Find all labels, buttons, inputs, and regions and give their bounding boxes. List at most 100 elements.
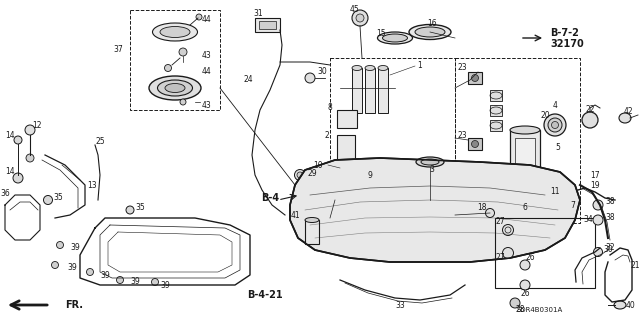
Text: 30: 30 (317, 68, 327, 77)
Bar (365, 68, 375, 113)
Text: 35: 35 (53, 194, 63, 203)
Circle shape (472, 140, 479, 147)
Text: 30: 30 (603, 246, 613, 255)
Text: 10: 10 (313, 160, 323, 169)
Text: 23: 23 (457, 63, 467, 72)
Text: 26: 26 (520, 288, 530, 298)
Text: 11: 11 (550, 188, 560, 197)
Text: 32170: 32170 (550, 39, 584, 49)
Ellipse shape (378, 65, 388, 70)
Circle shape (180, 99, 186, 105)
Text: 25: 25 (95, 137, 105, 146)
Circle shape (520, 260, 530, 270)
Text: 16: 16 (427, 19, 437, 28)
Text: 43: 43 (202, 100, 212, 109)
Ellipse shape (416, 157, 444, 167)
Text: B-7-2: B-7-2 (550, 28, 579, 38)
Text: 39: 39 (100, 271, 110, 279)
Circle shape (508, 203, 518, 213)
Circle shape (510, 298, 520, 308)
Bar (455, 58, 580, 223)
Text: 42: 42 (623, 108, 633, 116)
Circle shape (26, 154, 34, 162)
Text: 6: 6 (523, 204, 527, 212)
Ellipse shape (614, 301, 626, 309)
Text: 4: 4 (552, 100, 557, 109)
Text: 22: 22 (585, 106, 595, 115)
Circle shape (538, 190, 548, 200)
Bar (378, 68, 388, 113)
Text: 14: 14 (5, 167, 15, 176)
Ellipse shape (378, 32, 413, 44)
Ellipse shape (619, 113, 631, 123)
Bar (337, 110, 357, 128)
Bar (305, 220, 319, 244)
Ellipse shape (352, 65, 362, 70)
Text: 36: 36 (0, 189, 10, 197)
Text: 13: 13 (87, 181, 97, 189)
Ellipse shape (582, 112, 598, 128)
Circle shape (14, 136, 22, 144)
Circle shape (196, 14, 202, 20)
Text: 17: 17 (590, 170, 600, 180)
Bar (330, 58, 455, 223)
Circle shape (126, 206, 134, 214)
Text: 38: 38 (605, 197, 615, 206)
Ellipse shape (409, 25, 451, 40)
Bar (345, 168, 367, 203)
Text: 37: 37 (113, 46, 123, 55)
Ellipse shape (548, 118, 562, 132)
Text: 12: 12 (32, 121, 42, 130)
Text: 15: 15 (376, 28, 386, 38)
Ellipse shape (305, 218, 319, 222)
Text: SDR4B0301A: SDR4B0301A (517, 307, 563, 313)
Ellipse shape (157, 80, 193, 96)
Circle shape (472, 75, 479, 81)
Bar (352, 68, 362, 113)
Ellipse shape (152, 23, 198, 41)
Circle shape (356, 14, 364, 22)
Ellipse shape (383, 34, 408, 42)
Text: 39: 39 (160, 280, 170, 290)
Bar (490, 90, 502, 101)
Bar (495, 218, 595, 288)
Text: 38: 38 (605, 213, 615, 222)
Ellipse shape (160, 26, 190, 38)
Bar (510, 130, 540, 185)
Text: 27: 27 (495, 218, 505, 226)
Text: 28: 28 (515, 306, 525, 315)
Text: 5: 5 (556, 144, 561, 152)
Circle shape (593, 248, 602, 256)
Text: 41: 41 (290, 211, 300, 219)
Text: 27: 27 (495, 254, 505, 263)
Circle shape (51, 262, 58, 269)
Circle shape (352, 10, 368, 26)
Ellipse shape (510, 126, 540, 134)
Text: 26: 26 (525, 254, 535, 263)
Bar (468, 138, 482, 150)
Circle shape (86, 269, 93, 276)
Text: 31: 31 (253, 10, 263, 19)
Circle shape (502, 248, 513, 258)
Text: 34: 34 (583, 216, 593, 225)
Text: 2: 2 (324, 130, 330, 139)
Text: 8: 8 (328, 102, 332, 112)
Circle shape (520, 280, 530, 290)
Text: FR.: FR. (65, 300, 83, 310)
Ellipse shape (421, 159, 439, 165)
Text: 44: 44 (202, 16, 212, 25)
Circle shape (486, 209, 495, 218)
Bar (468, 72, 482, 84)
Text: 21: 21 (630, 261, 640, 270)
Bar (490, 120, 502, 131)
Circle shape (179, 48, 187, 56)
Text: 20: 20 (540, 110, 550, 120)
Circle shape (593, 200, 603, 210)
Ellipse shape (552, 122, 559, 129)
Circle shape (593, 215, 603, 225)
Text: 45: 45 (350, 5, 360, 14)
Text: 39: 39 (70, 243, 80, 253)
Text: 35: 35 (135, 203, 145, 211)
Text: 40: 40 (625, 300, 635, 309)
Text: 3: 3 (429, 166, 435, 174)
